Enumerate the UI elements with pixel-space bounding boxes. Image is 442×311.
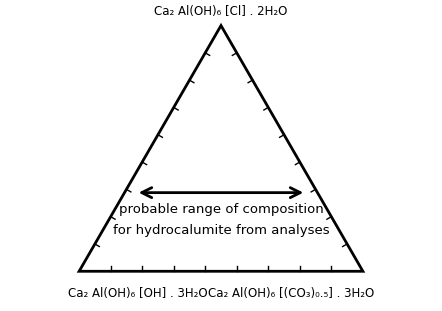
Text: Ca₂ Al(OH)₆ [OH] . 3H₂O: Ca₂ Al(OH)₆ [OH] . 3H₂O [68, 287, 207, 300]
Text: Ca₂ Al(OH)₆ [(CO₃)₀.₅] . 3H₂O: Ca₂ Al(OH)₆ [(CO₃)₀.₅] . 3H₂O [208, 287, 374, 300]
Text: Ca₂ Al(OH)₆ [Cl] . 2H₂O: Ca₂ Al(OH)₆ [Cl] . 2H₂O [154, 6, 288, 18]
Text: probable range of composition
for hydrocalumite from analyses: probable range of composition for hydroc… [113, 202, 329, 237]
